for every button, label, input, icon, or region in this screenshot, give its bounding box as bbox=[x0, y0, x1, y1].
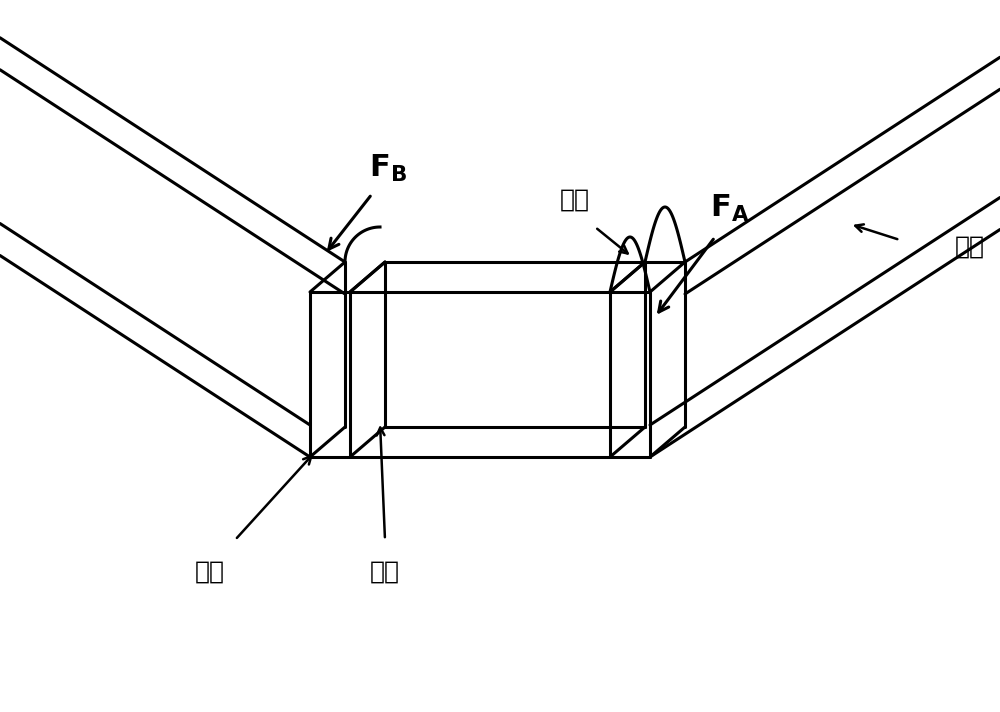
Text: 凸边: 凸边 bbox=[955, 235, 985, 259]
Text: 凹边: 凹边 bbox=[560, 188, 590, 212]
Text: 凸边: 凸边 bbox=[195, 560, 225, 584]
Text: $\mathbf{F}_{\mathbf{B}}$: $\mathbf{F}_{\mathbf{B}}$ bbox=[369, 153, 407, 184]
Text: 凸边: 凸边 bbox=[370, 560, 400, 584]
Text: $\mathbf{F}_{\mathbf{A}}$: $\mathbf{F}_{\mathbf{A}}$ bbox=[710, 193, 750, 224]
